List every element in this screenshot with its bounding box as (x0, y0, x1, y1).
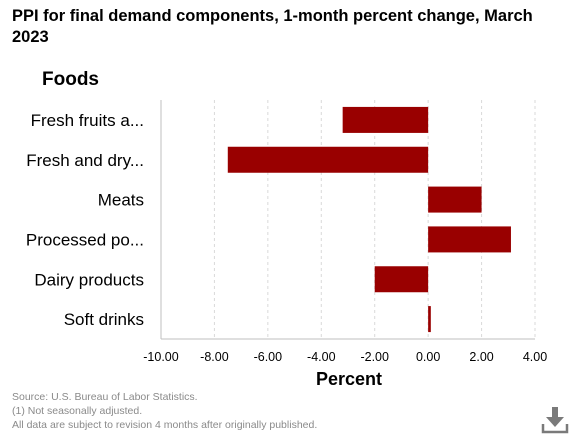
x-tick-label: -10.00 (143, 350, 178, 364)
download-button[interactable] (541, 405, 569, 435)
x-tick-label: -6.00 (254, 350, 283, 364)
bar (374, 266, 429, 293)
category-label: Dairy products (34, 270, 144, 289)
category-label: Soft drinks (64, 310, 144, 329)
x-tick-label: 0.00 (416, 350, 440, 364)
x-tick-label: 2.00 (469, 350, 493, 364)
download-icon (541, 407, 569, 434)
chart-title: PPI for final demand components, 1-month… (12, 7, 533, 46)
category-label: Fresh and dry... (26, 151, 144, 170)
category-label: Meats (98, 191, 144, 210)
x-tick-label: -2.00 (360, 350, 389, 364)
category-label: Processed po... (26, 230, 144, 249)
x-tick-label: -4.00 (307, 350, 336, 364)
bar (428, 306, 431, 333)
bar (428, 226, 511, 253)
source-note: Source: U.S. Bureau of Labor Statistics. (12, 391, 198, 403)
category-label: Fresh fruits a... (31, 111, 144, 130)
bar (227, 146, 429, 173)
group-label: Foods (42, 69, 99, 90)
x-axis-label: Percent (315, 369, 383, 389)
x-tick-label: -8.00 (200, 350, 229, 364)
bar (428, 186, 482, 213)
x-tick-label: 4.00 (523, 350, 547, 364)
revision-note: All data are subject to revision 4 month… (12, 419, 318, 431)
bar (342, 106, 429, 133)
footnote-1: (1) Not seasonally adjusted. (12, 405, 143, 417)
chart-footer: Source: U.S. Bureau of Labor Statistics.… (12, 390, 317, 432)
